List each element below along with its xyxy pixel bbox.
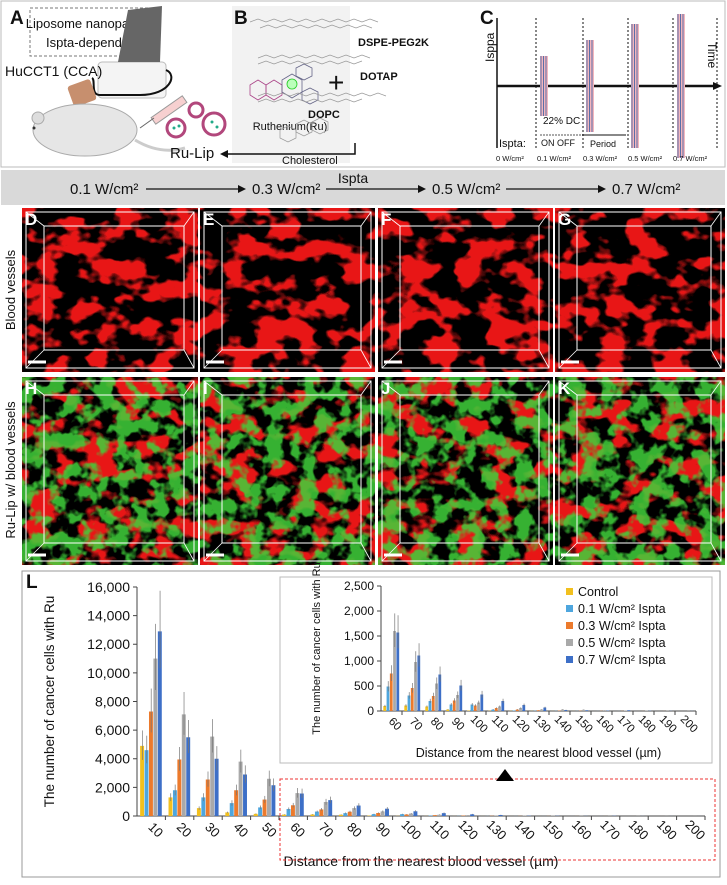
microscopy-panel-f: F (378, 208, 553, 372)
row-label-blood-vessels: Blood vessels (3, 249, 18, 330)
ru-lip-signal (200, 377, 375, 565)
y-tick-label: 8,000 (95, 693, 130, 709)
on-off-label: ON OFF (541, 138, 575, 148)
ru-lip-label: Ru-Lip (170, 145, 214, 162)
legend-entry: Control (578, 585, 618, 599)
legend-swatch (566, 639, 573, 646)
panel-l-label: L (26, 572, 38, 593)
vessel-signal (22, 208, 198, 372)
y-tick-label: 6,000 (95, 722, 130, 738)
lipid-cholesterol: Cholesterol (282, 155, 338, 167)
duty-cycle-label: 22% DC (543, 116, 580, 127)
ispta-band: 0.1 W/cm² 0.3 W/cm² 0.5 W/cm² 0.7 W/cm² … (1, 170, 725, 205)
panel-label-k: K (558, 379, 571, 398)
panel-label-g: G (558, 210, 571, 229)
row-label-ru-lip: Ru-Lip w/ blood vessels (3, 401, 18, 539)
lipid-dopc: DOPC (308, 109, 340, 121)
microscopy-panel-h: H (22, 377, 198, 565)
microscopy-panel-g: G (555, 208, 725, 372)
y-axis-title: The number of cancer cells with Ru (311, 562, 323, 734)
vessel-signal (378, 208, 553, 372)
panel-b-label: B (234, 8, 248, 29)
x-axis-title: Distance from the nearest blood vessel (… (284, 853, 559, 869)
y-tick-label: 0 (122, 808, 130, 824)
y-tick-label: 16,000 (87, 579, 130, 595)
isppa-axis-label: Isppa (483, 32, 497, 62)
cell-line-label: HuCCT1 (CCA) (5, 63, 102, 79)
legend-entry: 0.1 W/cm² Ispta (578, 602, 666, 616)
band-level-3: 0.7 W/cm² (612, 181, 680, 198)
ispta-level-4: 0.7 W/cm² (673, 154, 708, 163)
band-level-0: 0.1 W/cm² (70, 181, 138, 198)
ispta-level-2: 0.3 W/cm² (583, 154, 618, 163)
y-tick-label: 12,000 (87, 636, 130, 652)
microscopy-panel-i: I (200, 377, 375, 565)
panel-a-label: A (10, 8, 24, 29)
y-axis-title: The number of cancer cells with Ru (42, 596, 57, 808)
y-tick-label: 2,000 (344, 604, 374, 618)
microscopy-panel-j: J (378, 377, 553, 565)
vessel-signal (555, 208, 725, 372)
legend-swatch (566, 622, 573, 629)
panel-label-d: D (25, 210, 37, 229)
y-tick-label: 0 (367, 704, 374, 718)
microscopy-panel-d: D (22, 208, 198, 372)
ispta-level-1: 0.1 W/cm² (537, 154, 572, 163)
microscopy-panel-k: K (555, 377, 725, 565)
band-level-2: 0.5 W/cm² (432, 181, 500, 198)
panel-c-label: C (480, 8, 494, 29)
x-axis-title: Distance from the nearest blood vessel (… (416, 746, 662, 760)
legend-swatch (566, 656, 573, 663)
y-tick-label: 1,500 (344, 629, 374, 643)
y-tick-label: 500 (354, 679, 374, 693)
panel-label-j: J (381, 379, 390, 398)
y-tick-label: 4,000 (95, 751, 130, 767)
panel-label-h: H (25, 379, 37, 398)
y-tick-label: 2,000 (95, 779, 130, 795)
panel-label-f: F (381, 210, 391, 229)
legend-swatch (566, 605, 573, 612)
ispta-level-3: 0.5 W/cm² (628, 154, 663, 163)
band-level-1: 0.3 W/cm² (252, 181, 320, 198)
band-title: Ispta (338, 170, 369, 186)
y-tick-label: 10,000 (87, 665, 130, 681)
y-tick-label: 1,000 (344, 654, 374, 668)
ispta-level-0: 0 W/cm² (496, 154, 524, 163)
legend-entry: 0.7 W/cm² Ispta (578, 653, 666, 667)
legend-entry: 0.3 W/cm² Ispta (578, 619, 666, 633)
y-tick-label: 2,500 (344, 579, 374, 593)
ru-lip-signal (22, 377, 198, 565)
ru-lip-signal (378, 377, 553, 565)
microscopy-panel-e: E (200, 208, 375, 372)
lipid-dotap: DOTAP (360, 71, 398, 83)
legend-swatch (566, 588, 573, 595)
microscopy-grid: Blood vessels Ru-Lip w/ blood vessels D E… (3, 208, 725, 565)
ru-lip-signal (555, 377, 725, 565)
y-tick-label: 14,000 (87, 608, 130, 624)
period-label: Period (590, 139, 616, 149)
panel-label-i: I (203, 379, 208, 398)
vessel-signal (200, 208, 375, 372)
lipid-dspe-peg2k: DSPE-PEG2K (358, 37, 429, 49)
panel-label-e: E (203, 210, 214, 229)
ispta-label: Ispta: (499, 138, 526, 150)
legend-entry: 0.5 W/cm² Ispta (578, 636, 666, 650)
